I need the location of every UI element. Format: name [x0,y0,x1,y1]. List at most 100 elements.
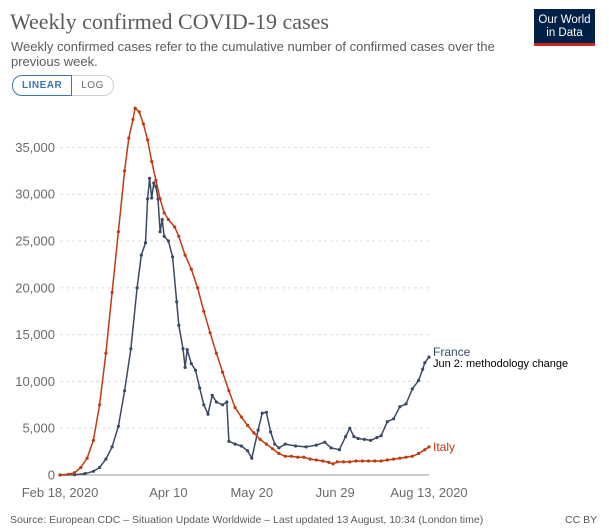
data-point-italy [177,234,181,238]
data-point-france [385,420,389,424]
data-point-italy [127,136,131,140]
data-point-italy [158,197,162,201]
owid-logo[interactable]: Our World in Data [534,9,595,46]
source-note: Source: European CDC – Situation Update … [10,514,484,526]
data-point-italy [150,159,154,164]
data-point-france [410,387,414,391]
data-point-italy [423,448,427,452]
y-tick-label: 30,000 [15,187,55,202]
data-point-italy [221,370,225,374]
data-point-france [183,365,187,369]
data-point-france [143,241,148,245]
data-point-france [314,443,318,447]
data-point-italy [296,455,300,459]
data-point-france [210,393,214,397]
data-point-france [379,434,383,438]
data-point-italy [427,445,431,449]
data-point-france [362,437,366,441]
data-point-italy [58,473,62,477]
data-point-france [123,389,127,393]
data-point-france [150,196,154,200]
data-point-italy [327,460,331,464]
data-point-france [398,405,402,409]
data-point-italy [98,403,102,407]
data-point-italy [173,225,177,229]
y-tick-label: 0 [48,468,55,483]
data-point-france [246,449,250,453]
data-point-france [304,445,308,449]
data-point-france [264,410,268,414]
data-point-italy [123,169,127,173]
data-point-italy [385,458,389,462]
data-point-italy [227,389,231,393]
data-point-france [427,355,431,359]
data-point-italy [233,406,237,410]
data-point-italy [360,459,364,463]
log-scale-button[interactable]: LOG [72,75,114,96]
data-point-france [206,412,210,416]
data-point-france [129,347,133,351]
linear-scale-button[interactable]: LINEAR [12,75,73,96]
data-point-italy [366,459,371,463]
data-point-italy [73,471,77,475]
data-point-france [158,230,162,234]
data-point-france [104,457,108,461]
data-point-france [175,300,179,304]
logo-line-1: Our World [538,14,591,26]
annotation-methodology-change: Jun 2: methodology change [433,358,568,370]
data-point-france [91,469,95,473]
data-point-france [352,435,356,439]
data-point-france [260,411,264,415]
data-point-france [417,378,421,383]
data-point-italy [348,460,352,464]
data-point-italy [85,456,89,460]
data-point-france [375,436,379,440]
data-point-france [110,445,114,449]
data-point-italy [183,253,187,257]
data-point-france [392,417,396,421]
data-point-france [139,253,143,257]
data-point-france [225,400,229,404]
data-point-italy [110,290,114,295]
data-point-italy [410,454,414,458]
data-point-france [256,428,260,432]
data-point-france [181,347,185,351]
data-point-italy [264,442,268,446]
data-point-italy [283,454,287,458]
data-point-france [250,456,254,460]
chart-subtitle: Weekly confirmed cases refer to the cumu… [11,39,495,69]
data-point-france [98,465,102,470]
data-point-italy [341,460,346,464]
data-point-italy [141,122,145,126]
data-point-italy [321,459,325,463]
data-point-france [273,442,277,446]
data-point-italy [258,437,262,441]
data-point-france [185,348,189,352]
data-point-france [214,400,218,404]
data-point-france [146,197,150,201]
data-point-italy [354,459,358,463]
x-tick-label: Apr 10 [149,485,187,500]
x-tick-label: Feb 18, 2020 [22,485,99,500]
data-point-france [189,362,193,366]
logo-line-2: in Data [546,26,583,39]
y-tick-label: 15,000 [15,327,55,342]
data-point-italy [379,459,383,463]
data-point-italy [189,267,193,271]
data-point-france [421,367,425,371]
data-point-france [404,402,408,406]
data-point-france [269,430,273,434]
data-point-france [233,442,237,446]
data-point-italy [202,309,206,313]
data-point-italy [289,454,293,458]
data-point-italy [208,331,212,335]
data-point-italy [66,472,70,476]
data-point-france [171,255,175,259]
data-point-france [329,446,333,450]
x-tick-label: May 20 [230,485,273,500]
data-point-italy [166,217,170,222]
data-point-france [423,361,427,365]
data-point-italy [331,462,335,466]
data-point-france [83,472,87,476]
